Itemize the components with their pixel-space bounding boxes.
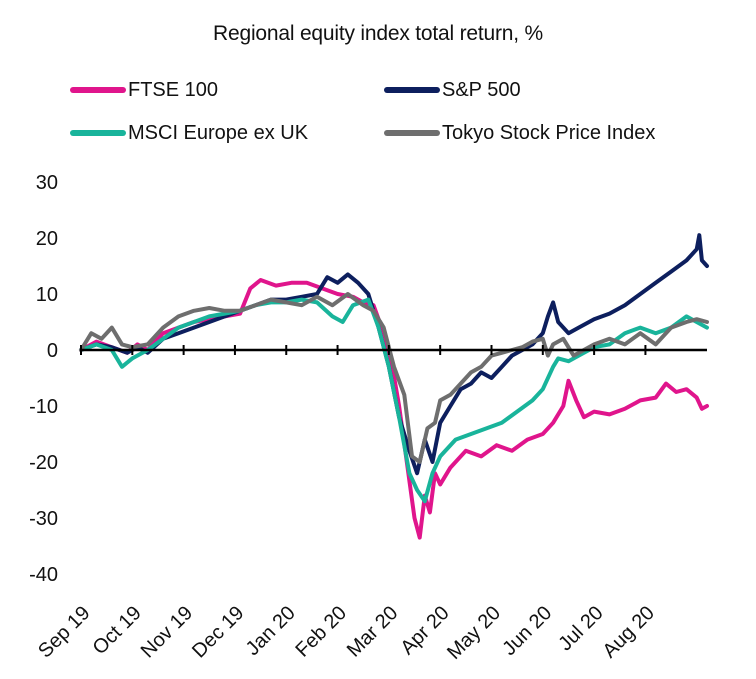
x-tick-label: May 20	[443, 602, 505, 664]
x-tick-label: Nov 19	[137, 602, 197, 662]
legend-swatch-msci	[70, 130, 126, 136]
series-line-s-p-500	[79, 233, 709, 476]
x-tick-label: Dec 19	[188, 602, 248, 662]
x-tick-label: Jun 20	[498, 602, 556, 660]
x-tick-label: Feb 20	[292, 602, 352, 662]
legend-swatch-topix	[384, 130, 440, 136]
legend-swatch-sp500	[384, 87, 440, 93]
x-tick-label: Aug 20	[599, 602, 659, 662]
x-tick-label: Sep 19	[34, 602, 94, 662]
y-tick-label: 0	[47, 340, 58, 362]
legend-item-topix: Tokyo Stock Price Index	[384, 119, 655, 147]
legend-label-sp500: S&P 500	[442, 78, 521, 101]
y-tick-label: -40	[29, 564, 58, 586]
y-tick-label: -10	[29, 396, 58, 418]
legend-item-sp500: S&P 500	[384, 76, 521, 104]
legend-label-ftse: FTSE 100	[128, 78, 219, 101]
legend-label-topix: Tokyo Stock Price Index	[442, 121, 656, 144]
x-tick-label: Oct 19	[89, 602, 146, 659]
series-lines	[79, 233, 709, 540]
series-line-ftse-100	[79, 278, 709, 540]
series-line-msci-europe-ex-uk	[79, 297, 709, 504]
chart-title: Regional equity index total return, %	[213, 22, 543, 45]
y-tick-label: -30	[29, 508, 58, 530]
legend-label-msci: MSCI Europe ex UK	[128, 121, 309, 144]
y-tick-label: 10	[36, 284, 58, 306]
x-tick-label: Jan 20	[242, 602, 300, 660]
legend-item-ftse: FTSE 100	[70, 76, 218, 104]
y-tick-label: -20	[29, 452, 58, 474]
legend-swatch-ftse	[70, 87, 126, 93]
y-tick-label: 20	[36, 228, 58, 250]
legend-item-msci: MSCI Europe ex UK	[70, 119, 308, 147]
x-tick-label: Mar 20	[343, 602, 403, 662]
y-tick-label: 30	[36, 172, 58, 194]
y-axis-tick-labels: 30 20 10 0 -10 -20 -30 -40	[29, 172, 58, 586]
